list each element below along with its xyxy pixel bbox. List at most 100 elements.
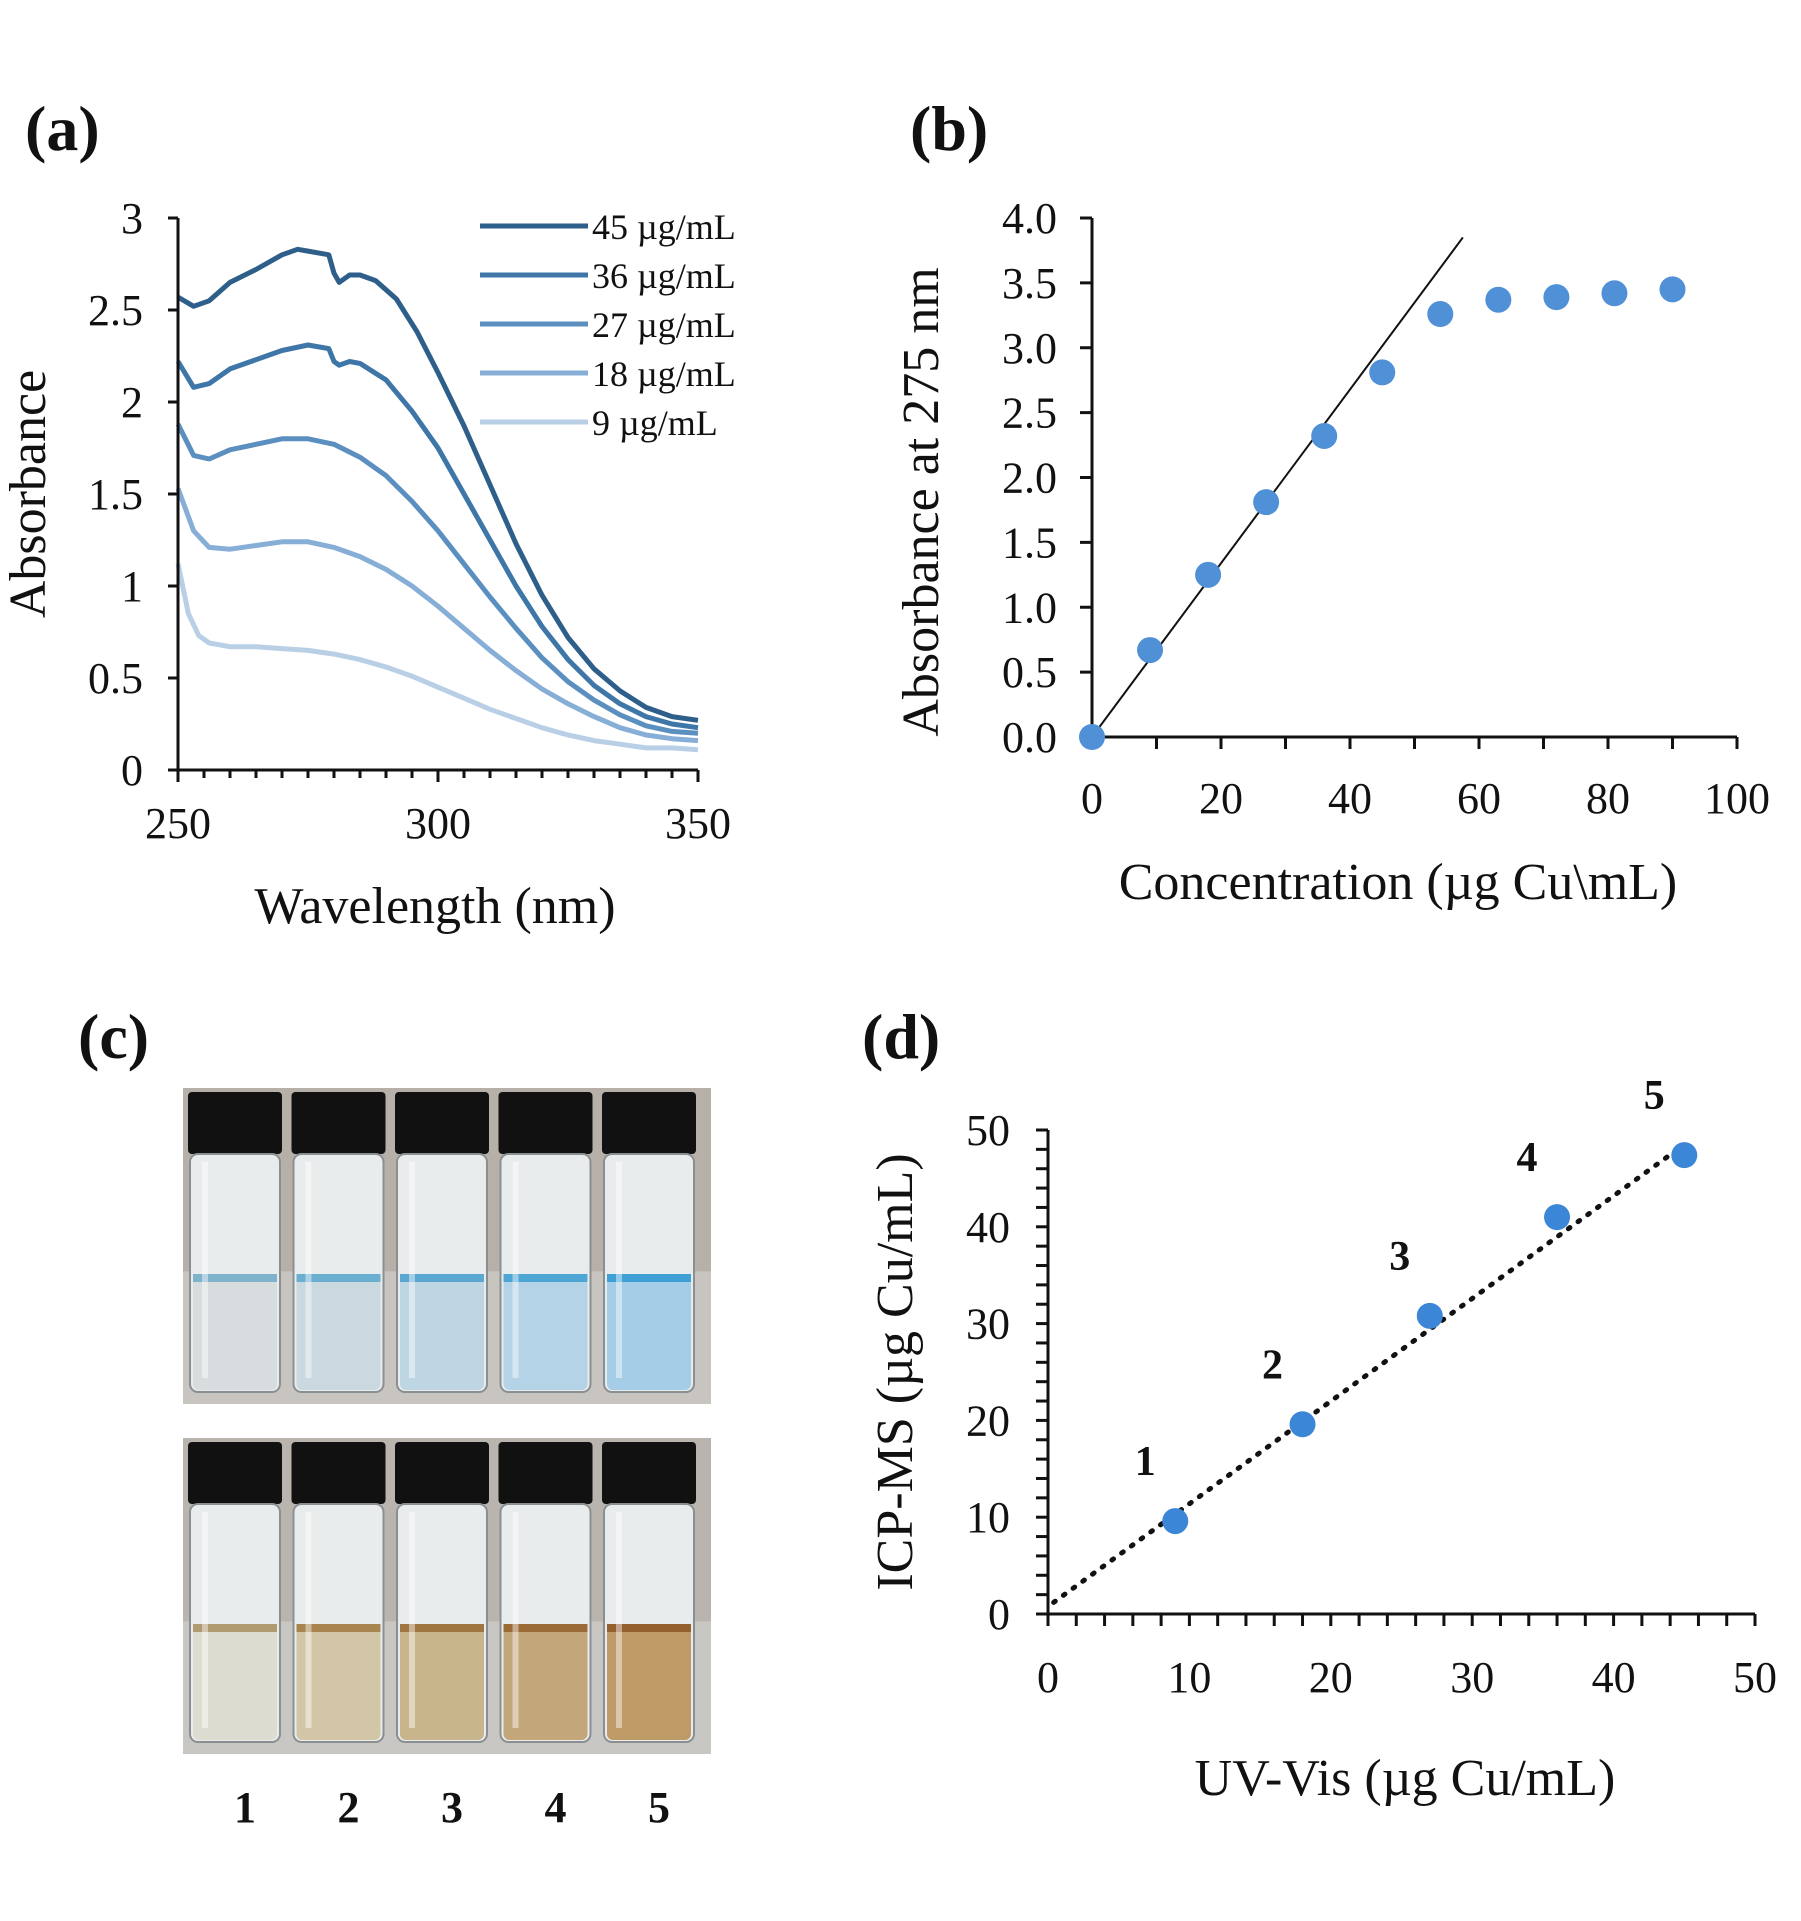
panel-b-x-axis-title: Concentration (µg Cu\mL) bbox=[1119, 854, 1678, 911]
vial-highlight bbox=[616, 1162, 622, 1378]
panel-a-y-tick-label: 2.5 bbox=[88, 286, 143, 335]
panel-b-x-tick-label: 100 bbox=[1704, 774, 1770, 823]
panel-d-point bbox=[1162, 1508, 1189, 1535]
panel-b-point bbox=[1427, 301, 1454, 328]
vial-liquid bbox=[607, 1628, 691, 1740]
vial-photo-bottom bbox=[183, 1438, 711, 1754]
vial-cap bbox=[395, 1092, 489, 1154]
vial-highlight bbox=[616, 1512, 622, 1728]
vial-highlight bbox=[512, 1162, 519, 1378]
vial-meniscus bbox=[296, 1274, 381, 1282]
vial-liquid bbox=[503, 1628, 588, 1740]
panel-b-point bbox=[1137, 637, 1164, 664]
panel-b-y-tick-label: 0.0 bbox=[1002, 713, 1057, 762]
vial-meniscus bbox=[503, 1274, 588, 1282]
panel-d-point-label: 4 bbox=[1517, 1135, 1538, 1181]
panel-a-y-tick-label: 2 bbox=[121, 378, 143, 427]
vial-meniscus bbox=[400, 1274, 484, 1282]
panel-d-y-tick-label: 30 bbox=[966, 1300, 1010, 1349]
panel-a-legend-entry-3: 18 µg/mL bbox=[592, 354, 736, 394]
panel-d-point bbox=[1544, 1204, 1571, 1231]
vial-label: 1 bbox=[234, 1783, 256, 1832]
panel-d-x-tick-label: 50 bbox=[1733, 1653, 1777, 1702]
panel-b-point bbox=[1659, 276, 1686, 303]
panel-d-point-label: 5 bbox=[1644, 1073, 1665, 1119]
vial-labels: 1 2 3 4 5 bbox=[234, 1783, 670, 1832]
vial-label: 3 bbox=[441, 1783, 463, 1832]
panel-c-photo: (c) 1 2 3 4 5 bbox=[78, 1001, 711, 1832]
panel-d-label: (d) bbox=[862, 1001, 940, 1072]
panel-b-x-tick-label: 40 bbox=[1328, 774, 1372, 823]
vial-label: 4 bbox=[545, 1783, 567, 1832]
vial-highlight bbox=[202, 1162, 208, 1378]
panel-a-y-tick-label: 1 bbox=[121, 562, 143, 611]
panel-a-series-line-3 bbox=[175, 487, 699, 744]
panel-a-legend-entry-0: 45 µg/mL bbox=[592, 207, 736, 247]
vial-cap bbox=[602, 1092, 696, 1154]
panel-a-series-line-4 bbox=[175, 563, 699, 753]
panel-b-points bbox=[1079, 276, 1686, 750]
panel-b-axes bbox=[1090, 218, 1737, 739]
panel-a-legend-entry-1: 36 µg/mL bbox=[592, 256, 736, 296]
panel-d-point bbox=[1671, 1142, 1698, 1169]
panel-b-label: (b) bbox=[910, 93, 988, 164]
vial-highlight bbox=[305, 1162, 312, 1378]
panel-d-ticks bbox=[1036, 1128, 1757, 1626]
panel-b-point bbox=[1601, 280, 1628, 307]
vial-meniscus bbox=[193, 1624, 277, 1632]
panel-d-x-tick-label: 0 bbox=[1037, 1653, 1059, 1702]
panel-b-point bbox=[1079, 724, 1105, 750]
vial-cap bbox=[188, 1092, 282, 1154]
panel-d-x-tick-label: 30 bbox=[1450, 1653, 1494, 1702]
panel-a-tick-labels: 250 300 350 0 0.5 1 1.5 2 2.5 3 bbox=[88, 194, 731, 848]
vial-liquid bbox=[193, 1628, 277, 1740]
panel-b-tick-labels: 0 20 40 60 80 100 0.0 0.5 1.0 1.5 2.0 2.5 3.0 3.5 4.0 bbox=[1002, 194, 1770, 823]
panel-b-point bbox=[1485, 286, 1512, 313]
vial-liquid bbox=[296, 1628, 381, 1740]
vial-cap bbox=[291, 1442, 386, 1504]
vial-highlight bbox=[202, 1512, 208, 1728]
panel-d-y-tick-label: 0 bbox=[988, 1590, 1010, 1639]
panel-b-ticks bbox=[1080, 216, 1739, 749]
vial-liquid bbox=[607, 1278, 691, 1390]
panel-b-y-tick-label: 0.5 bbox=[1002, 648, 1057, 697]
panel-b-x-tick-label: 80 bbox=[1586, 774, 1630, 823]
vial-meniscus bbox=[503, 1624, 588, 1632]
panel-a-x-tick-label: 350 bbox=[665, 799, 731, 848]
panel-b-y-tick-label: 1.0 bbox=[1002, 583, 1057, 632]
vial-meniscus bbox=[607, 1274, 691, 1282]
panel-a-x-tick-label: 250 bbox=[145, 799, 211, 848]
panel-a-series-lines bbox=[175, 246, 699, 753]
panel-b-x-tick-label: 0 bbox=[1081, 774, 1103, 823]
vial-highlight bbox=[409, 1162, 415, 1378]
vial-cap bbox=[395, 1442, 489, 1504]
vial-label: 5 bbox=[648, 1783, 670, 1832]
panel-a-series-line-2 bbox=[175, 422, 699, 736]
vial-liquid bbox=[400, 1278, 484, 1390]
panel-a-y-tick-label: 1.5 bbox=[88, 470, 143, 519]
vial-highlight bbox=[409, 1512, 415, 1728]
panel-b-y-axis-title: Absorbance at 275 nm bbox=[893, 267, 950, 736]
panel-b-y-tick-label: 3.0 bbox=[1002, 324, 1057, 373]
vial-liquid bbox=[503, 1278, 588, 1390]
panel-a-series-line-0 bbox=[176, 246, 699, 723]
panel-c-label: (c) bbox=[78, 1001, 149, 1072]
panel-d-trendline bbox=[1051, 1142, 1687, 1605]
panel-d-x-tick-label: 10 bbox=[1167, 1653, 1211, 1702]
vial-liquid bbox=[400, 1628, 484, 1740]
panel-a-label: (a) bbox=[25, 93, 100, 164]
panel-b-point bbox=[1369, 359, 1396, 386]
panel-b-y-tick-label: 3.5 bbox=[1002, 259, 1057, 308]
panel-d-chart: (d) 0 10 20 30 40 50 0 10 20 30 40 50 1 2 3 4 5 UV-Vis … bbox=[862, 1001, 1777, 1807]
panel-d-y-tick-label: 10 bbox=[966, 1493, 1010, 1542]
vial-liquid bbox=[296, 1278, 381, 1390]
panel-d-x-tick-label: 20 bbox=[1309, 1653, 1353, 1702]
panel-a-chart: (a) 250 300 350 0 0.5 1 1.5 2 2.5 3 Wavelength (n… bbox=[0, 93, 736, 935]
panel-b-point bbox=[1543, 284, 1570, 311]
panel-d-y-tick-label: 50 bbox=[966, 1106, 1010, 1155]
panel-d-tick-labels: 0 10 20 30 40 50 0 10 20 30 40 50 bbox=[966, 1106, 1777, 1702]
vial-cap bbox=[498, 1092, 593, 1154]
panel-b-x-tick-label: 20 bbox=[1199, 774, 1243, 823]
panel-d-point bbox=[1289, 1411, 1316, 1438]
panel-d-point bbox=[1416, 1302, 1443, 1329]
